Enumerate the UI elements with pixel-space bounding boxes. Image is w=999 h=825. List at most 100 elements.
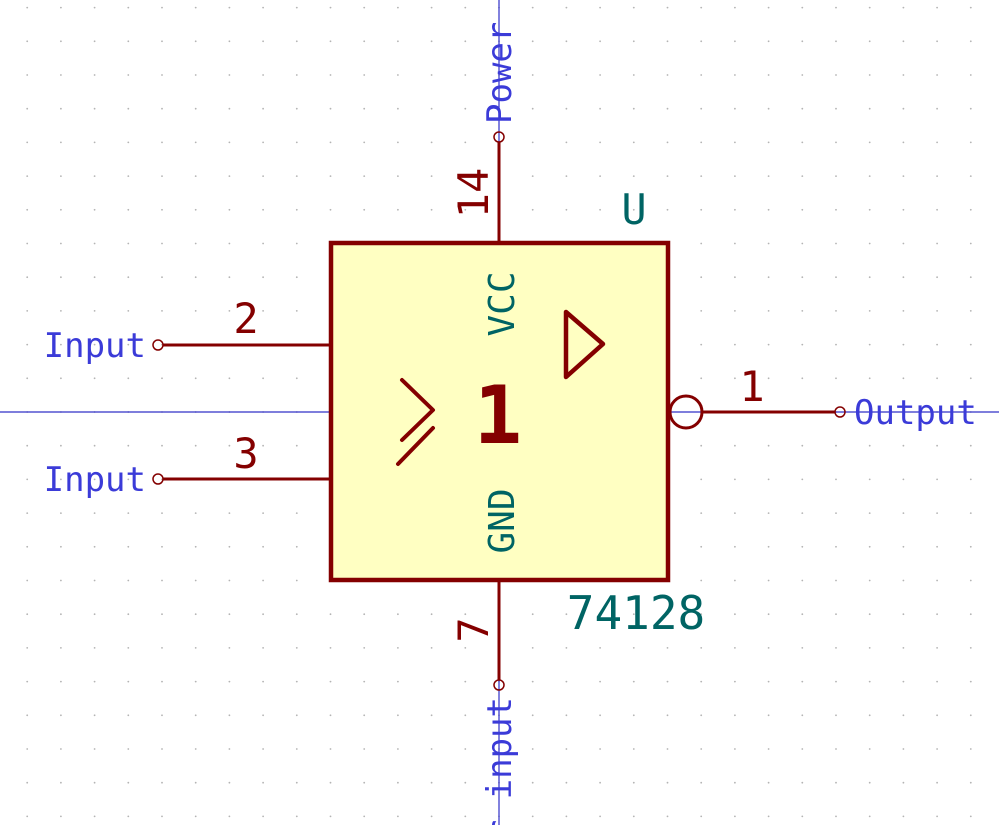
grid-dot xyxy=(262,107,264,110)
grid-dot xyxy=(936,781,938,784)
grid-dot xyxy=(700,714,703,717)
grid-dot xyxy=(902,545,905,548)
grid-dot xyxy=(666,680,669,683)
grid-dot xyxy=(632,748,635,750)
grid-dot xyxy=(363,781,366,784)
grid-dot xyxy=(666,141,669,144)
grid-dot xyxy=(60,714,62,717)
grid-dot xyxy=(700,748,703,750)
grid-dot xyxy=(734,545,736,548)
grid-dot xyxy=(127,748,130,750)
grid-dot xyxy=(161,40,163,43)
grid-dot xyxy=(60,512,62,514)
net-label-ground[interactable]: r input xyxy=(480,697,520,825)
grid-dot xyxy=(93,647,96,649)
grid-dot xyxy=(93,714,96,717)
grid-dot xyxy=(936,680,938,683)
grid-dot xyxy=(902,714,905,717)
grid-dot xyxy=(161,613,163,616)
grid-dot xyxy=(363,6,366,9)
grid-dot xyxy=(700,613,703,616)
grid-dot xyxy=(228,680,231,683)
net-label-output[interactable]: Output xyxy=(854,393,977,433)
grid-dot xyxy=(868,748,871,750)
grid-dot xyxy=(902,748,905,750)
grid-dot xyxy=(93,579,96,582)
grid-dot xyxy=(767,444,770,447)
grid-dot xyxy=(767,310,770,312)
grid-dot xyxy=(26,815,29,818)
grid-dot xyxy=(363,613,366,616)
grid-dot xyxy=(599,74,601,76)
grid-dot xyxy=(868,680,871,683)
grid-dot xyxy=(60,478,62,481)
grid-dot xyxy=(767,175,770,178)
grid-dot xyxy=(464,815,467,818)
grid-dot xyxy=(194,208,197,211)
component-reference[interactable]: U xyxy=(621,185,646,234)
grid-dot xyxy=(397,107,399,110)
grid-dot xyxy=(632,175,635,178)
grid-dot xyxy=(262,748,264,750)
grid-dot xyxy=(734,478,736,481)
grid-dot xyxy=(397,141,399,144)
grid-dot xyxy=(329,175,332,178)
grid-dot xyxy=(161,714,163,717)
grid-dot xyxy=(969,478,972,481)
net-label-input-a[interactable]: Input xyxy=(44,326,146,366)
net-label-power[interactable]: Power xyxy=(480,22,520,124)
grid-dot xyxy=(60,781,62,784)
grid-dot xyxy=(700,781,703,784)
grid-dot xyxy=(464,74,467,76)
component-body[interactable] xyxy=(328,240,671,583)
grid-dot xyxy=(734,208,736,211)
grid-dot xyxy=(161,545,163,548)
grid-dot xyxy=(127,74,130,76)
grid-dot xyxy=(632,647,635,649)
grid-dot xyxy=(60,175,62,178)
grid-dot xyxy=(902,512,905,514)
grid-dot xyxy=(295,815,298,818)
grid-dot xyxy=(599,647,601,649)
grid-dot xyxy=(127,613,130,616)
grid-dot xyxy=(868,815,871,818)
endpoint-output[interactable] xyxy=(834,406,846,418)
grid-dot xyxy=(835,74,837,76)
grid-dot xyxy=(632,208,635,211)
endpoint-ground[interactable] xyxy=(493,679,505,691)
grid-dot xyxy=(801,175,804,178)
grid-dot xyxy=(194,377,197,380)
grid-dot xyxy=(262,40,264,43)
grid-dot xyxy=(767,815,770,818)
grid-dot xyxy=(60,40,62,43)
grid-dot xyxy=(531,107,534,110)
component-value[interactable]: 74128 xyxy=(567,586,705,640)
grid-dot xyxy=(734,175,736,178)
grid-dot xyxy=(60,6,62,9)
grid-dot xyxy=(127,579,130,582)
grid-dot xyxy=(835,343,837,346)
grid-dot xyxy=(565,781,568,784)
endpoint-input-a[interactable] xyxy=(152,339,164,351)
grid-dot xyxy=(161,512,163,514)
grid-dot xyxy=(329,208,332,211)
grid-dot xyxy=(565,680,568,683)
pin-number-input-a: 2 xyxy=(233,294,258,343)
grid-dot xyxy=(194,815,197,818)
grid-dot xyxy=(430,6,433,9)
grid-dot xyxy=(93,343,96,346)
grid-dot xyxy=(767,613,770,616)
grid-dot xyxy=(666,175,669,178)
endpoint-power[interactable] xyxy=(493,131,505,143)
grid-dot xyxy=(60,647,62,649)
grid-dot xyxy=(363,40,366,43)
grid-dot xyxy=(599,107,601,110)
grid-dot xyxy=(93,512,96,514)
pin-endpoints xyxy=(152,131,846,691)
grid-dot xyxy=(700,74,703,76)
grid-dot xyxy=(835,6,837,9)
net-label-input-b[interactable]: Input xyxy=(44,460,146,500)
grid-dot xyxy=(60,748,62,750)
grid-dot xyxy=(868,107,871,110)
endpoint-input-b[interactable] xyxy=(152,473,164,485)
